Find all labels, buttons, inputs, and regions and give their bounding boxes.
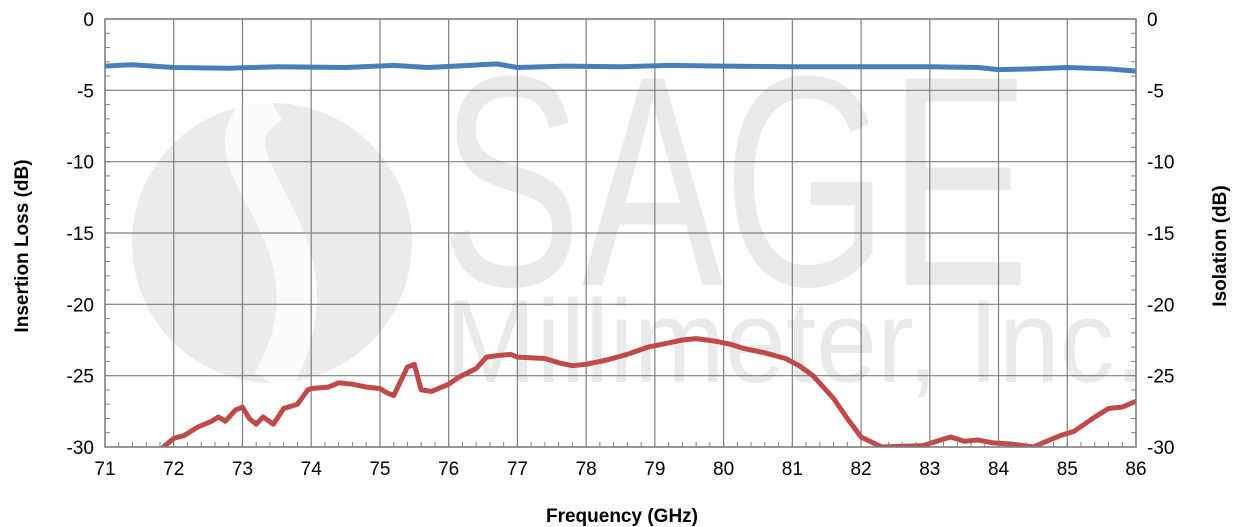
isolation-line: [160, 336, 1136, 447]
y-tick-label: 0: [83, 10, 94, 31]
x-tick-label: 80: [713, 459, 734, 480]
y-tick-label: -30: [67, 438, 94, 459]
y-tick-label: -25: [67, 367, 94, 388]
x-tick-label: 72: [163, 459, 184, 480]
y2-tick-labels: 0 -5 -10 -15 -20 -25 -30: [1147, 10, 1174, 459]
x-tick-label: 78: [576, 459, 597, 480]
y-axis-title: Insertion Loss (dB): [12, 159, 33, 332]
series-layer: [105, 61, 1136, 447]
x-tick-label: 85: [1057, 459, 1078, 480]
y2-tick-label: -5: [1147, 81, 1164, 102]
y2-tick-label: 0: [1147, 10, 1158, 31]
x-tick-labels: 71 72 73 74 75 76 77 78 79 80 81 82 83 84 85 86: [94, 459, 1146, 480]
x-tick-label: 86: [1125, 459, 1146, 480]
y-tick-label: -5: [77, 81, 94, 102]
x-tick-label: 84: [988, 459, 1010, 480]
x-tick-label: 79: [644, 459, 665, 480]
x-tick-label: 76: [438, 459, 459, 480]
y2-tick-label: -20: [1147, 295, 1174, 316]
y-tick-label: -10: [67, 153, 94, 174]
y2-tick-label: -25: [1147, 367, 1174, 388]
x-tick-label: 73: [232, 459, 253, 480]
x-tick-label: 75: [369, 459, 390, 480]
watermark-swirl: [225, 86, 317, 393]
insertion-loss-line: [105, 61, 1136, 74]
y2-axis-title: Isolation (dB): [1210, 185, 1231, 306]
y2-tick-label: -30: [1147, 438, 1174, 459]
x-axis-title: Frequency (GHz): [546, 506, 698, 527]
y-tick-label: -20: [67, 295, 94, 316]
y-tick-label: -15: [67, 224, 94, 245]
x-tick-label: 82: [850, 459, 871, 480]
x-tick-label: 83: [919, 459, 940, 480]
y2-tick-label: -10: [1147, 153, 1174, 174]
watermark-subtitle: Millimeter, Inc.: [445, 276, 1145, 408]
y-tick-labels: 0 -5 -10 -15 -20 -25 -30: [67, 10, 94, 459]
x-tick-label: 77: [507, 459, 528, 480]
minor-ticks: [104, 18, 1137, 448]
x-tick-label: 74: [301, 459, 323, 480]
x-tick-label: 81: [782, 459, 803, 480]
x-tick-label: 71: [94, 459, 115, 480]
y2-tick-label: -15: [1147, 224, 1174, 245]
